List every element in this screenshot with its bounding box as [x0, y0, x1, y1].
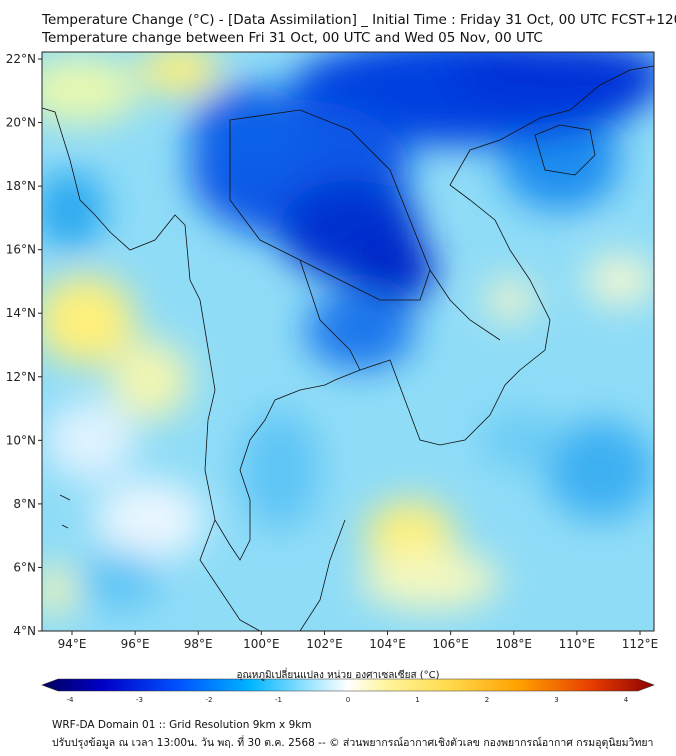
lat-tick-label: 6°N	[13, 560, 36, 574]
lon-tick-label: 94°E	[58, 637, 87, 651]
lat-tick-label: 8°N	[13, 497, 36, 511]
lon-tick-label: 104°E	[369, 637, 406, 651]
lon-tick-label: 110°E	[559, 637, 596, 651]
lon-tick-label: 98°E	[184, 637, 213, 651]
colorbar-tick-label: 0	[346, 696, 350, 704]
colorbar-tick-label: 1	[415, 696, 419, 704]
colorbar-tick-label: -3	[136, 696, 143, 704]
map-frame	[41, 51, 655, 632]
map-subtitle: Temperature change between Fri 31 Oct, 0…	[42, 30, 543, 46]
lat-tick-label: 10°N	[6, 433, 36, 447]
lon-tick-label: 96°E	[121, 637, 150, 651]
colorbar-tick-label: 4	[624, 696, 629, 704]
lat-tick-label: 16°N	[6, 243, 36, 257]
colorbar-tick-label: -2	[206, 696, 213, 704]
lon-tick-label: 112°E	[622, 637, 659, 651]
lat-tick-label: 4°N	[13, 624, 36, 638]
lat-tick-label: 20°N	[6, 116, 36, 130]
map-title: Temperature Change (°C) - [Data Assimila…	[42, 12, 676, 28]
lon-tick-label: 102°E	[306, 637, 343, 651]
coastlines	[42, 65, 654, 631]
model-info: WRF-DA Domain 01 :: Grid Resolution 9km …	[52, 719, 312, 731]
lat-tick-label: 18°N	[6, 179, 36, 193]
colorbar-tick-label: -1	[275, 696, 282, 704]
lon-tick-label: 100°E	[243, 637, 280, 651]
temperature-field	[42, 52, 654, 631]
lon-tick-label: 106°E	[432, 637, 469, 651]
latitude-axis: 22°N 20°N 18°N 16°N 14°N 12°N 10°N 8°N 6°N 4°N	[6, 52, 42, 638]
lat-tick-label: 22°N	[6, 52, 36, 66]
lon-tick-label: 108°E	[496, 637, 533, 651]
colorbar-title: อุณหภูมิเปลี่ยนแปลง หน่วย องศาเซลเซียส (…	[236, 670, 440, 681]
colorbar-tick-label: 2	[485, 696, 489, 704]
colorbar	[41, 678, 655, 692]
colorbar-tick-label: -4	[67, 696, 75, 704]
longitude-axis: 94°E 96°E 98°E 100°E 102°E 104°E 106°E 108°E 110…	[58, 631, 659, 651]
colorbar-tick-label: 3	[554, 696, 558, 704]
update-credit: ปรับปรุงข้อมูล ณ เวลา 13:00น. วัน พฤ. ที…	[52, 737, 654, 749]
colorbar-ticks: -4 -3 -2 -1 0 1 2 3 4	[67, 696, 629, 704]
lat-tick-label: 12°N	[6, 370, 36, 384]
lat-tick-label: 14°N	[6, 306, 36, 320]
